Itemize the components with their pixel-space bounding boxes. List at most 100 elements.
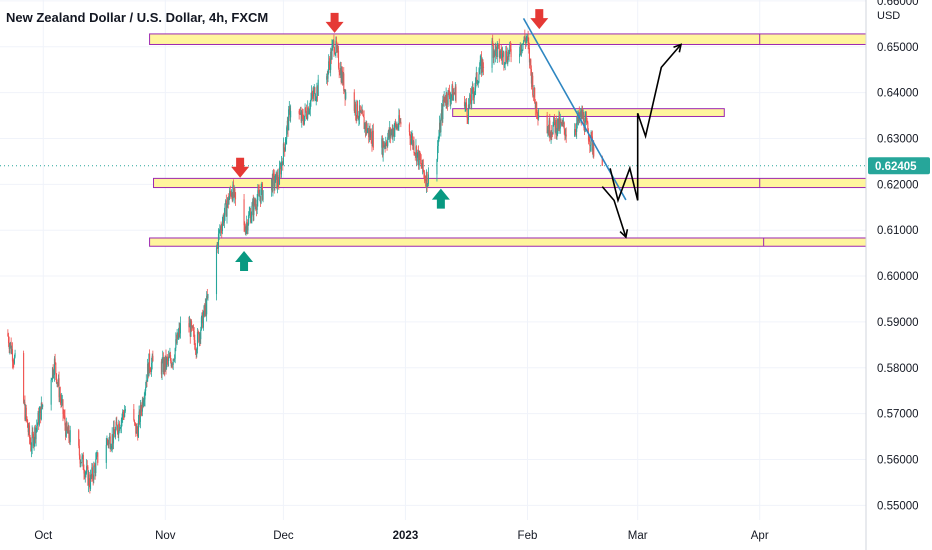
candle-body: [551, 133, 553, 135]
candle-body: [399, 121, 401, 123]
candle-body: [120, 427, 122, 429]
candle-body: [170, 360, 172, 367]
candle-body: [498, 44, 500, 58]
candle-body: [549, 136, 551, 138]
candle-body: [421, 159, 424, 169]
candle-body: [427, 174, 429, 184]
candle-body: [13, 362, 15, 364]
candle-body: [249, 212, 251, 214]
candle-body: [280, 162, 282, 175]
candle-body: [471, 87, 473, 89]
candle-body: [198, 334, 200, 342]
candle-body: [310, 98, 312, 102]
candle-body: [585, 117, 588, 122]
candle-body: [479, 69, 481, 75]
candle-body: [438, 135, 440, 141]
candle-body: [582, 114, 584, 119]
candle-body: [589, 141, 591, 146]
candle-body: [273, 173, 275, 187]
candle-body: [38, 412, 40, 425]
candle-body: [500, 50, 502, 56]
candle-body: [277, 175, 279, 183]
candle-body: [118, 423, 120, 435]
candle-body: [334, 51, 336, 54]
candle-body: [227, 197, 229, 205]
candle-body: [40, 407, 42, 420]
candle-body: [344, 89, 346, 99]
candle-body: [475, 78, 477, 89]
candle-body: [260, 188, 262, 203]
candle-body: [146, 380, 148, 382]
candle-body: [288, 109, 290, 131]
candle-body: [564, 134, 567, 136]
candle-body: [258, 191, 260, 197]
candle-body: [371, 143, 373, 147]
down-arrow-marker: [530, 9, 549, 30]
candle-body: [143, 401, 145, 406]
candle-body: [395, 122, 397, 125]
candle-body: [96, 452, 98, 456]
candle-body: [340, 68, 342, 83]
candle-body: [91, 467, 93, 477]
candle-body: [28, 425, 30, 433]
candle-body: [362, 114, 365, 118]
candle-body: [284, 143, 286, 151]
candle-body: [9, 344, 11, 349]
candle-body: [57, 382, 59, 384]
candle-body: [524, 39, 527, 44]
candle-body: [117, 432, 119, 435]
candle-body: [202, 312, 204, 328]
candle-body: [64, 415, 66, 426]
candle-body: [219, 230, 221, 231]
candle-body: [255, 204, 257, 209]
candle-body: [194, 349, 197, 351]
y-tick-label: 0.57000: [877, 409, 919, 421]
candle-body: [151, 362, 153, 372]
candle-body: [259, 196, 261, 198]
candle-body: [336, 41, 338, 49]
candle-body: [308, 110, 310, 114]
trendline[interactable]: [522, 17, 627, 201]
x-tick-label: Oct: [34, 530, 53, 542]
candle-body: [251, 205, 253, 217]
candle-body: [555, 120, 557, 135]
candle-body: [167, 358, 169, 361]
signal-markers: [231, 9, 549, 271]
candle-body: [192, 330, 195, 332]
candle-body: [521, 49, 523, 52]
candle-body: [522, 41, 525, 44]
candle-body: [442, 99, 444, 120]
candle-body: [29, 438, 31, 443]
projection-paths: [601, 43, 683, 239]
candle-body: [467, 117, 469, 121]
candle-body: [426, 171, 428, 187]
candle-body: [170, 355, 172, 361]
candle-body: [357, 100, 359, 118]
candle-body: [276, 175, 279, 189]
candle-body: [564, 129, 566, 136]
candle-body: [302, 115, 304, 122]
candle-body: [451, 85, 453, 95]
candle-body: [386, 144, 388, 146]
candle-body: [161, 361, 163, 375]
candle-body: [553, 117, 555, 123]
candle-body: [519, 53, 521, 58]
candle-body: [392, 128, 394, 138]
candle-body: [196, 349, 198, 355]
candle-body: [225, 200, 227, 217]
candle-body: [256, 200, 258, 210]
candle-body: [41, 402, 43, 407]
candle-body: [534, 102, 536, 109]
candle-body: [175, 339, 177, 349]
candle-body: [366, 123, 368, 133]
candle-body: [547, 130, 550, 135]
candle-body: [202, 315, 204, 328]
candle-body: [252, 201, 254, 206]
candle-body: [307, 107, 309, 119]
candle-body: [124, 409, 126, 412]
candle-body: [582, 109, 584, 119]
candle-body: [227, 197, 229, 206]
candle-body: [423, 170, 425, 174]
candle-body: [137, 420, 139, 438]
